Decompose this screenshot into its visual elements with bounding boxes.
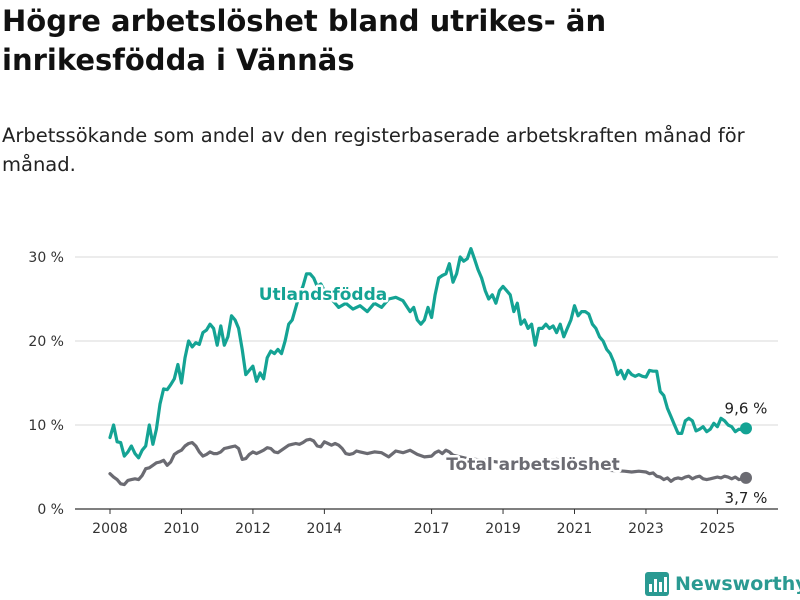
x-tick-label: 2017 bbox=[414, 521, 450, 537]
x-tick-label: 2021 bbox=[557, 521, 593, 537]
y-tick-label: 10 % bbox=[28, 418, 64, 434]
x-tick-label: 2019 bbox=[485, 521, 521, 537]
end-point-total bbox=[740, 471, 752, 484]
x-tick-label: 2025 bbox=[700, 521, 736, 537]
y-tick-label: 30 % bbox=[28, 250, 64, 266]
x-tick-label: 2012 bbox=[235, 521, 271, 537]
series-line-foreign-born bbox=[108, 247, 748, 460]
page-subtitle: Arbetssökande som andel av den registerb… bbox=[2, 124, 745, 176]
x-tick-label: 2008 bbox=[92, 521, 128, 537]
newsworthy-logo-text: Newsworthy bbox=[675, 573, 800, 595]
x-tick-label: 2023 bbox=[628, 521, 664, 537]
series-line-total bbox=[108, 437, 748, 487]
series-label-foreign-born: Utlandsfödda bbox=[259, 285, 388, 305]
newsworthy-logo: Newsworthy bbox=[645, 570, 800, 598]
end-label-total: 3,7 % bbox=[725, 489, 768, 507]
end-point-foreign-born bbox=[740, 422, 752, 435]
newsworthy-logo-icon bbox=[645, 572, 669, 596]
page-title: Högre arbetslöshet bland utrikes- än inr… bbox=[2, 4, 607, 77]
end-label-foreign-born: 9,6 % bbox=[725, 399, 768, 417]
y-tick-label: 20 % bbox=[28, 334, 64, 350]
y-tick-label: 0 % bbox=[37, 502, 64, 518]
x-tick-label: 2014 bbox=[307, 521, 343, 537]
x-tick-label: 2010 bbox=[164, 521, 200, 537]
series-label-total: Total arbetslöshet bbox=[446, 455, 620, 475]
